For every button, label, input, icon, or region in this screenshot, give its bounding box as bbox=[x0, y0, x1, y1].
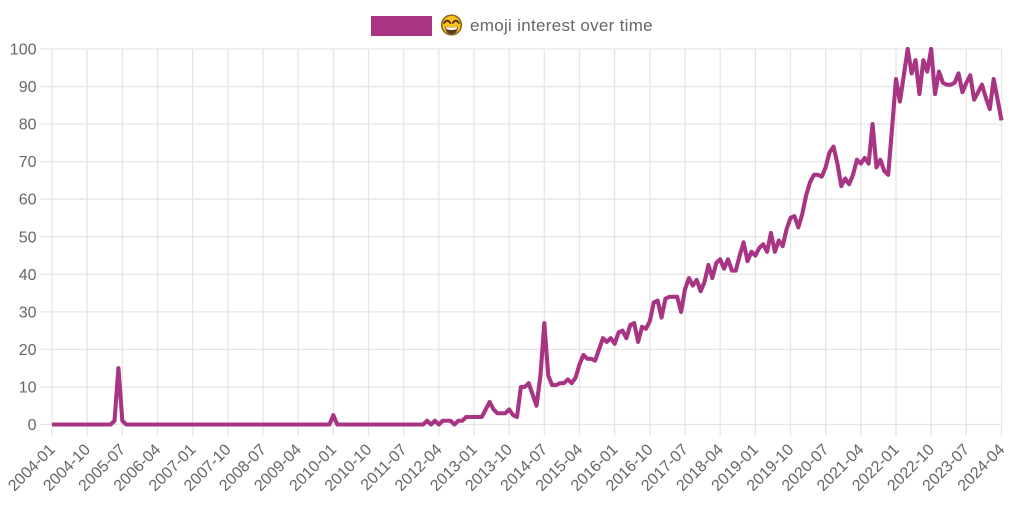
svg-text:80: 80 bbox=[19, 117, 37, 134]
svg-text:emoji interest over time: emoji interest over time bbox=[470, 16, 653, 35]
svg-text:60: 60 bbox=[19, 192, 37, 209]
svg-text:10: 10 bbox=[19, 379, 37, 396]
svg-text:70: 70 bbox=[19, 154, 37, 171]
svg-text:90: 90 bbox=[19, 79, 37, 96]
svg-text:40: 40 bbox=[19, 267, 37, 284]
svg-text:0: 0 bbox=[28, 417, 37, 434]
svg-text:50: 50 bbox=[19, 229, 37, 246]
svg-text:100: 100 bbox=[10, 42, 37, 59]
svg-text:20: 20 bbox=[19, 342, 37, 359]
svg-text:30: 30 bbox=[19, 304, 37, 321]
